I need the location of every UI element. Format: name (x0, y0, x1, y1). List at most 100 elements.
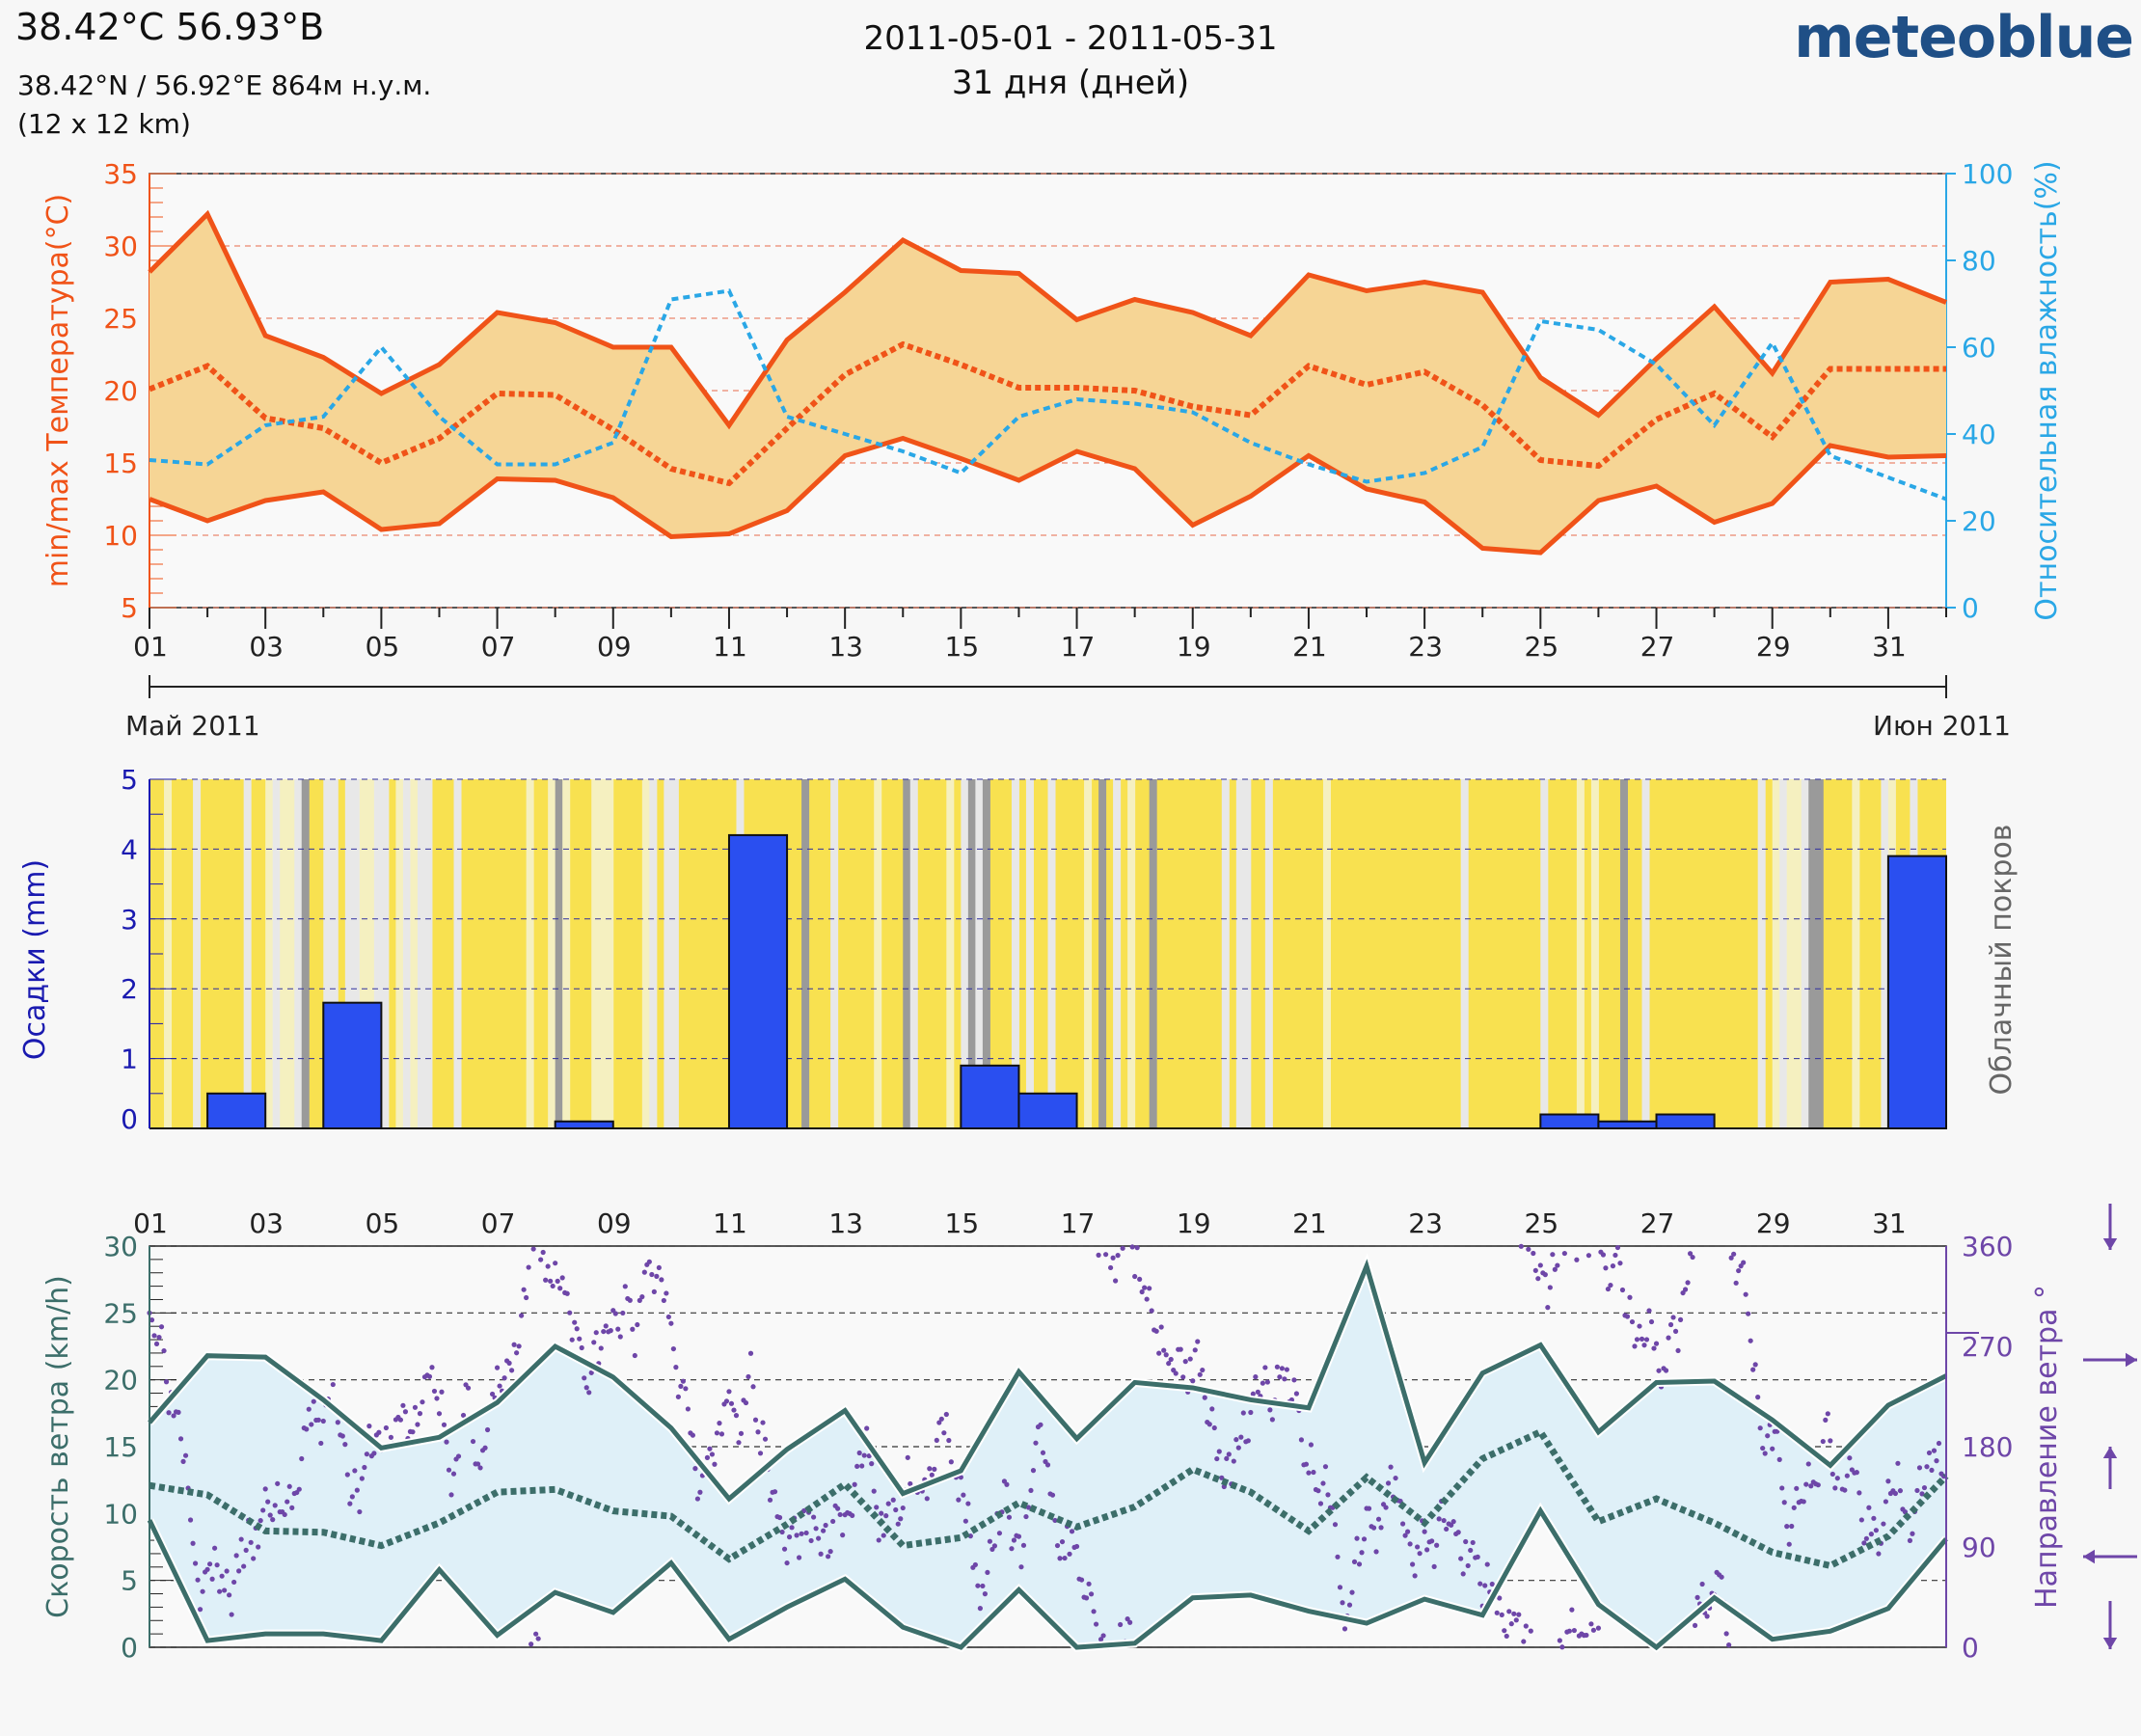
wind-direction-point (1200, 1367, 1206, 1373)
wind-direction-point (1532, 1267, 1538, 1273)
wind-direction-point (1916, 1465, 1923, 1471)
wind-direction-point (257, 1518, 263, 1524)
cloud-cover-stripe (294, 779, 303, 1128)
wind-direction-point (762, 1436, 769, 1442)
wind-direction-point (1139, 1288, 1145, 1295)
wind-direction-point (1091, 1609, 1097, 1614)
wind-direction-point (559, 1275, 565, 1281)
wind-direction-point (743, 1399, 749, 1406)
wind-direction-point (450, 1471, 457, 1477)
grid-resolution: (12 x 12 km) (17, 108, 191, 140)
wind-direction-point (1340, 1600, 1345, 1606)
wind-direction-point (1385, 1480, 1392, 1486)
wind-direction-point (781, 1546, 788, 1552)
wind-direction-point (717, 1421, 722, 1426)
wind-direction-point (1366, 1505, 1372, 1511)
wind-direction-point (540, 1249, 546, 1256)
wind-direction-point (1182, 1359, 1188, 1365)
wind-direction-point (1458, 1556, 1464, 1561)
wind-direction-point (661, 1297, 666, 1304)
wind-direction-point (690, 1432, 696, 1438)
wind-direction-point (670, 1345, 676, 1352)
wind-direction-point (484, 1426, 491, 1433)
wind-direction-point (151, 1333, 157, 1339)
wind-direction-point (1632, 1343, 1638, 1349)
wind-direction-point (709, 1451, 716, 1457)
cloud-cover-stripe (164, 779, 173, 1128)
wind-direction-point (1373, 1549, 1379, 1555)
wind-direction-point (1685, 1280, 1691, 1286)
wind-direction-point (837, 1511, 843, 1518)
wind-direction-point (1147, 1286, 1152, 1291)
wind-direction-point (1361, 1536, 1368, 1542)
wind-direction-point (1248, 1409, 1254, 1416)
wind-direction-point (1885, 1478, 1891, 1484)
wind-direction-point (869, 1461, 875, 1467)
wind-direction-point (620, 1310, 626, 1316)
wind-direction-point (1610, 1263, 1616, 1269)
wind-direction-point (231, 1579, 237, 1586)
cloud-cover-stripe (417, 779, 425, 1128)
wind-direction-point (516, 1343, 522, 1349)
wind-direction-point (871, 1488, 877, 1494)
wind-direction-point (755, 1429, 761, 1435)
precip-bar (1655, 1113, 1716, 1130)
wind-direction-point (1108, 1264, 1114, 1271)
wind-direction-point (1284, 1367, 1289, 1372)
cloud-cover-stripe (1619, 779, 1628, 1128)
wind-direction-point (1214, 1455, 1220, 1462)
wind-direction-point (1226, 1451, 1232, 1457)
wind-direction-point (1682, 1287, 1689, 1292)
precip-bar (1597, 1120, 1658, 1130)
wind-direction-point (243, 1547, 249, 1553)
wind-direction-point (1274, 1364, 1280, 1370)
wind-direction-point (982, 1591, 988, 1597)
wind-direction-point (1513, 1617, 1519, 1623)
wind-direction-point (977, 1606, 983, 1612)
wind-direction-point (272, 1503, 278, 1508)
wind-direction-point (1195, 1339, 1201, 1344)
wind-day-tick-label: 23 (1408, 1207, 1443, 1239)
cloud-cover-stripe (801, 779, 810, 1128)
wind-direction-point (1349, 1589, 1355, 1595)
wind-direction-point (1823, 1417, 1829, 1423)
wind-direction-point (861, 1452, 867, 1458)
wind-direction-point (1320, 1480, 1326, 1486)
wind-direction-point (1794, 1485, 1800, 1491)
wind-direction-point (665, 1314, 671, 1320)
wind-direction-point (1293, 1391, 1300, 1397)
wind-direction-point (1255, 1389, 1260, 1395)
cloud-cover-stripe (373, 779, 382, 1128)
wind-direction-point (772, 1489, 778, 1495)
wind-direction-point (1588, 1621, 1594, 1627)
wind-direction-point (1641, 1343, 1647, 1348)
day-tick-label: 15 (945, 631, 980, 663)
day-tick-label: 29 (1756, 631, 1791, 663)
cloud-cover-stripe (424, 779, 433, 1128)
wind-direction-point (1786, 1541, 1792, 1547)
wind-direction-point (627, 1297, 633, 1303)
wind-direction-point (535, 1636, 541, 1641)
wind-direction-point (786, 1534, 793, 1540)
wind-direction-point (1444, 1526, 1450, 1533)
wind-direction-point (1537, 1262, 1543, 1268)
wind-direction-point (514, 1350, 520, 1356)
wind-direction-point (219, 1573, 225, 1579)
wind-direction-point (412, 1404, 419, 1410)
wind-direction-point (934, 1437, 939, 1443)
temp-min-line (149, 435, 1947, 556)
wind-direction-point (639, 1294, 645, 1300)
cloud-cover-stripe (946, 779, 955, 1128)
wind-direction-point (750, 1384, 756, 1390)
wind-direction-point (156, 1334, 162, 1341)
wind-direction-point (1190, 1378, 1196, 1384)
wind-direction-point (1465, 1562, 1471, 1569)
wind-direction-point (248, 1539, 254, 1545)
wind-direction-point (1743, 1291, 1748, 1297)
cloud-cover-stripe (670, 779, 679, 1128)
cloud-cover-stripe (1243, 779, 1252, 1128)
wind-direction-point (1142, 1285, 1148, 1290)
direction-tick-label: 0 (1962, 1632, 1979, 1664)
wind-direction-point (229, 1612, 234, 1617)
wind-direction-point (460, 1412, 467, 1419)
